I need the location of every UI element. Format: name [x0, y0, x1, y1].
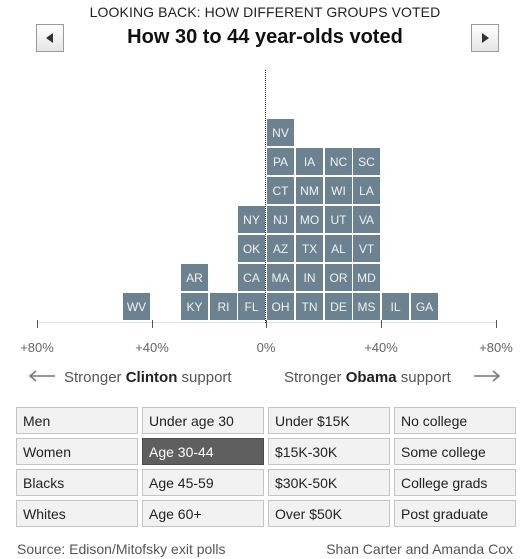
state-tile[interactable]: IN — [296, 264, 323, 291]
state-tile[interactable]: SC — [353, 148, 380, 175]
state-tile[interactable]: NJ — [267, 206, 294, 233]
state-tile[interactable]: UT — [325, 206, 352, 233]
group-option[interactable]: Under age 30 — [142, 407, 264, 434]
state-tile[interactable]: MS — [353, 293, 380, 320]
group-option[interactable]: Over $50K — [268, 500, 390, 527]
state-tile[interactable]: MO — [296, 206, 323, 233]
next-button[interactable] — [471, 24, 499, 52]
right-triangle-icon — [482, 33, 489, 43]
obama-name: Obama — [345, 369, 397, 386]
left-triangle-icon — [46, 33, 53, 43]
source-note: Source: Edison/Mitofsky exit polls — [17, 541, 226, 557]
state-tile[interactable]: KY — [181, 293, 208, 320]
axis-tick-label: +40% — [135, 340, 169, 355]
group-selector: Men Women Blacks Whites Under age 30 Age 30-4… — [16, 407, 516, 531]
group-option[interactable]: Men — [16, 407, 138, 434]
axis-tick — [266, 320, 267, 328]
state-tile[interactable]: CA — [238, 264, 265, 291]
obama-support-suffix: support — [400, 369, 451, 386]
state-tile[interactable]: LA — [353, 177, 380, 204]
clinton-support-prefix: Stronger — [64, 369, 122, 386]
axis-tick-label: 0% — [256, 340, 276, 355]
group-option[interactable]: $15K-30K — [268, 438, 390, 465]
state-tile[interactable]: NC — [325, 148, 352, 175]
state-margin-chart: +80% +40% 0% +40% +80% WV KY AR RI FL CA OK NY O… — [20, 70, 513, 355]
state-tile[interactable]: TX — [296, 235, 323, 262]
group-option[interactable]: Some college — [394, 438, 516, 465]
state-tile[interactable]: DE — [325, 293, 352, 320]
kicker: LOOKING BACK: HOW DIFFERENT GROUPS VOTED — [89, 4, 441, 20]
page-title: How 30 to 44 year-olds voted — [127, 26, 403, 48]
state-tile[interactable]: VA — [353, 206, 380, 233]
axis-tick-label: +80% — [479, 340, 513, 355]
group-option[interactable]: Age 30-44 — [142, 438, 264, 465]
group-option[interactable]: Age 60+ — [142, 500, 264, 527]
state-tile[interactable]: NM — [296, 177, 323, 204]
group-option[interactable]: Post graduate — [394, 500, 516, 527]
state-tile[interactable]: CT — [267, 177, 294, 204]
axis-tick-label: +40% — [364, 340, 398, 355]
state-tile[interactable]: IA — [296, 148, 323, 175]
group-option[interactable]: Blacks — [16, 469, 138, 496]
clinton-name: Clinton — [125, 369, 178, 386]
state-tile[interactable]: FL — [238, 293, 265, 320]
axis-baseline — [37, 322, 497, 323]
group-option[interactable]: Whites — [16, 500, 138, 527]
state-tile[interactable]: OH — [267, 293, 294, 320]
state-tile[interactable]: VT — [353, 235, 380, 262]
state-tile[interactable]: GA — [411, 293, 438, 320]
group-option[interactable]: Under $15K — [268, 407, 390, 434]
right-arrow-icon — [474, 370, 501, 382]
state-tile[interactable]: RI — [210, 293, 237, 320]
state-tile[interactable]: WI — [325, 177, 352, 204]
state-tile[interactable]: NV — [267, 119, 294, 146]
axis-tick — [496, 320, 497, 328]
clinton-support-label: Stronger Clinton support — [64, 369, 232, 386]
credit-note: Shan Carter and Amanda Cox — [326, 541, 513, 557]
group-option[interactable]: No college — [394, 407, 516, 434]
axis-tick — [152, 320, 153, 328]
clinton-support-suffix: support — [181, 369, 232, 386]
state-tile[interactable]: WV — [123, 293, 150, 320]
state-tile[interactable]: OK — [238, 235, 265, 262]
axis-tick — [381, 320, 382, 328]
left-arrow-icon — [28, 370, 55, 382]
obama-support-label: Stronger Obama support — [284, 369, 451, 386]
state-tile[interactable]: NY — [238, 206, 265, 233]
state-tile[interactable]: AL — [325, 235, 352, 262]
state-tile[interactable]: TN — [296, 293, 323, 320]
axis-tick — [37, 320, 38, 328]
state-tile[interactable]: IL — [382, 293, 409, 320]
previous-button[interactable] — [36, 24, 64, 52]
state-tile[interactable]: OR — [325, 264, 352, 291]
state-tile[interactable]: AR — [181, 264, 208, 291]
obama-support-prefix: Stronger — [284, 369, 342, 386]
group-option[interactable]: Women — [16, 438, 138, 465]
state-tile[interactable]: PA — [267, 148, 294, 175]
state-tile[interactable]: MA — [267, 264, 294, 291]
group-option[interactable]: College grads — [394, 469, 516, 496]
group-option[interactable]: $30K-50K — [268, 469, 390, 496]
state-tile[interactable]: MD — [353, 264, 380, 291]
zero-line — [265, 70, 266, 323]
group-option[interactable]: Age 45-59 — [142, 469, 264, 496]
state-tile[interactable]: AZ — [267, 235, 294, 262]
axis-tick-label: +80% — [20, 340, 54, 355]
